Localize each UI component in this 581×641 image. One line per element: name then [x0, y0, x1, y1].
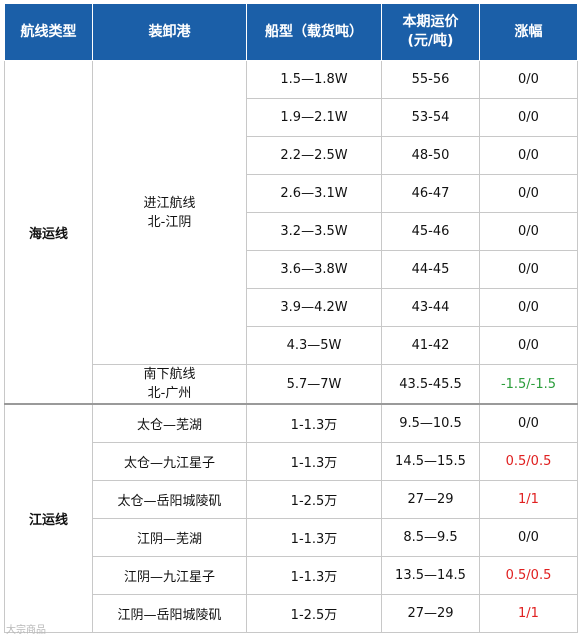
port-line1: 进江航线: [143, 195, 196, 211]
price-cell: 14.5—15.5: [381, 441, 480, 481]
port-line2: 北-广州: [147, 386, 192, 401]
header-change: 涨幅: [479, 3, 578, 61]
ship-type-cell: 1.9—2.1W: [246, 98, 382, 137]
ship-type-cell: 1-2.5万: [246, 593, 382, 633]
table-row: 2.2—2.5W 48-50 0/0: [5, 136, 578, 175]
price-cell: 9.5—10.5: [381, 403, 480, 443]
price-cell: 55-56: [381, 60, 480, 99]
port-cell: 江阴—芜湖: [92, 517, 247, 557]
port-cell: 太仓—芜湖: [92, 403, 247, 443]
table-row: 2.6—3.1W 46-47 0/0: [5, 174, 578, 213]
ship-type-cell: 3.9—4.2W: [246, 288, 382, 327]
route-type-sea: 海运线: [4, 60, 93, 405]
price-cell: 8.5—9.5: [381, 517, 480, 557]
header-route-type: 航线类型: [4, 3, 93, 61]
table-row: 江运线 太仓—芜湖 1-1.3万 9.5—10.5 0/0: [4, 403, 578, 633]
ship-type-cell: 1-1.3万: [246, 555, 382, 595]
ship-type-cell: 2.6—3.1W: [246, 174, 382, 213]
header-ship-type: 船型（载货吨）: [246, 3, 382, 61]
price-cell: 43.5-45.5: [381, 364, 480, 405]
ship-type-cell: 4.3—5W: [246, 326, 382, 365]
table-row: 1.9—2.1W 53-54 0/0: [5, 98, 578, 137]
ship-type-cell: 2.2—2.5W: [246, 136, 382, 175]
change-cell: 0/0: [479, 98, 578, 137]
table-row: 3.9—4.2W 43-44 0/0: [5, 288, 578, 327]
port-cell: 太仓—九江星子: [92, 441, 247, 481]
change-cell: 0/0: [479, 250, 578, 289]
port-cell: 太仓—岳阳城陵矶: [92, 479, 247, 519]
port-cell: 江阴—岳阳城陵矶: [92, 593, 247, 633]
price-cell: 43-44: [381, 288, 480, 327]
price-cell: 48-50: [381, 136, 480, 175]
watermark: 大宗商品: [6, 625, 46, 636]
port-sea-north-guangzhou: 南下航线北-广州: [92, 364, 247, 405]
port-sea-north-jiangyin: 进江航线北-江阴: [92, 60, 247, 365]
change-cell: 0/0: [479, 517, 578, 557]
change-cell-increase: 1/1: [479, 479, 578, 519]
ship-type-cell: 1.5—1.8W: [246, 60, 382, 99]
table-row: 江阴—芜湖 1-1.3万 8.5—9.5 0/0: [5, 517, 578, 557]
table-row: 3.6—3.8W 44-45 0/0: [5, 250, 578, 289]
table-row: 太仓—岳阳城陵矶 1-2.5万 27—29 1/1: [5, 479, 578, 519]
table-row: 江阴—岳阳城陵矶 1-2.5万 27—29 1/1: [5, 593, 578, 633]
port-line2: 北-江阴: [147, 214, 192, 230]
header-row: 航线类型 装卸港 船型（载货吨） 本期运价 (元/吨) 涨幅: [4, 3, 578, 61]
route-type-river: 江运线: [4, 403, 93, 633]
price-cell: 27—29: [381, 479, 480, 519]
change-cell: 0/0: [479, 326, 578, 365]
ship-type-cell: 3.2—3.5W: [246, 212, 382, 251]
ship-type-cell: 1-1.3万: [246, 403, 382, 443]
change-cell: 0/0: [479, 403, 578, 443]
header-freight: 本期运价 (元/吨): [381, 3, 480, 61]
price-cell: 53-54: [381, 98, 480, 137]
ship-type-cell: 3.6—3.8W: [246, 250, 382, 289]
table-row: 南下航线北-广州 5.7—7W 43.5-45.5 -1.5/-1.5: [5, 364, 578, 405]
header-freight-line1: 本期运价: [402, 14, 459, 30]
change-cell-decrease: -1.5/-1.5: [479, 364, 578, 405]
change-cell: 0/0: [479, 288, 578, 327]
header-freight-line2: (元/吨): [407, 33, 454, 49]
price-cell: 27—29: [381, 593, 480, 633]
ship-type-cell: 5.7—7W: [246, 364, 382, 405]
change-cell-increase: 0.5/0.5: [479, 555, 578, 595]
port-line1: 南下航线: [143, 367, 196, 382]
ship-type-cell: 1-1.3万: [246, 441, 382, 481]
change-cell-increase: 1/1: [479, 593, 578, 633]
price-cell: 46-47: [381, 174, 480, 213]
table-row: 3.2—3.5W 45-46 0/0: [5, 212, 578, 251]
port-cell: 江阴—九江星子: [92, 555, 247, 595]
ship-type-cell: 1-1.3万: [246, 517, 382, 557]
change-cell: 0/0: [479, 174, 578, 213]
change-cell: 0/0: [479, 212, 578, 251]
price-cell: 41-42: [381, 326, 480, 365]
price-cell: 45-46: [381, 212, 480, 251]
price-cell: 13.5—14.5: [381, 555, 480, 595]
freight-rate-table: 航线类型 装卸港 船型（载货吨） 本期运价 (元/吨) 涨幅 海运线 进江航线北-…: [4, 3, 578, 633]
header-port: 装卸港: [92, 3, 247, 61]
change-cell: 0/0: [479, 60, 578, 99]
change-cell-increase: 0.5/0.5: [479, 441, 578, 481]
table-row: 海运线 进江航线北-江阴 1.5—1.8W 55-56 0/0: [4, 60, 578, 405]
change-cell: 0/0: [479, 136, 578, 175]
price-cell: 44-45: [381, 250, 480, 289]
table-row: 4.3—5W 41-42 0/0: [5, 326, 578, 365]
ship-type-cell: 1-2.5万: [246, 479, 382, 519]
table-row: 太仓—九江星子 1-1.3万 14.5—15.5 0.5/0.5: [5, 441, 578, 481]
